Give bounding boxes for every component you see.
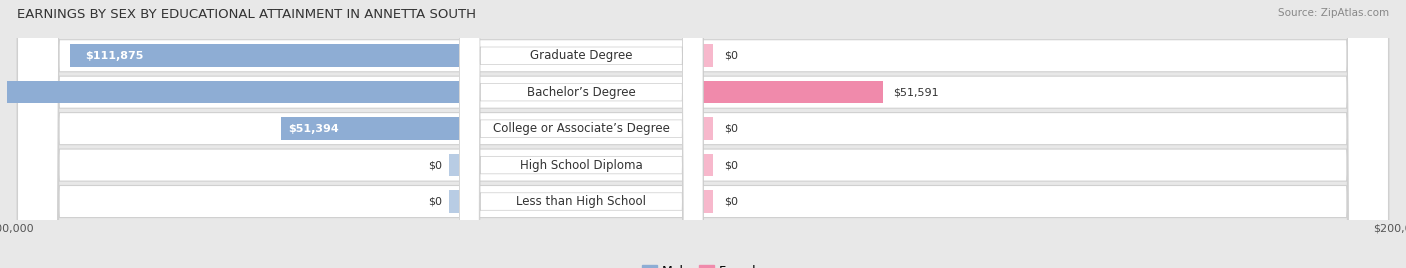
Bar xyxy=(70,44,460,67)
FancyBboxPatch shape xyxy=(17,0,1389,268)
Bar xyxy=(703,44,713,67)
FancyBboxPatch shape xyxy=(460,0,703,268)
Text: $0: $0 xyxy=(427,160,441,170)
Legend: Male, Female: Male, Female xyxy=(637,260,769,268)
Bar xyxy=(0,81,460,103)
Text: EARNINGS BY SEX BY EDUCATIONAL ATTAINMENT IN ANNETTA SOUTH: EARNINGS BY SEX BY EDUCATIONAL ATTAINMEN… xyxy=(17,8,475,21)
Text: $51,394: $51,394 xyxy=(288,124,339,134)
FancyBboxPatch shape xyxy=(460,0,703,268)
Bar xyxy=(703,190,713,213)
Text: $0: $0 xyxy=(724,51,738,61)
Text: $0: $0 xyxy=(724,160,738,170)
Bar xyxy=(703,117,713,140)
FancyBboxPatch shape xyxy=(460,0,703,268)
Text: Less than High School: Less than High School xyxy=(516,195,647,208)
FancyBboxPatch shape xyxy=(460,0,703,268)
FancyBboxPatch shape xyxy=(17,0,1389,268)
FancyBboxPatch shape xyxy=(17,0,1389,268)
Text: Graduate Degree: Graduate Degree xyxy=(530,49,633,62)
Bar xyxy=(703,154,713,176)
FancyBboxPatch shape xyxy=(17,0,1389,268)
Bar xyxy=(281,117,460,140)
Text: $0: $0 xyxy=(427,196,441,207)
FancyBboxPatch shape xyxy=(460,0,703,268)
Text: College or Associate’s Degree: College or Associate’s Degree xyxy=(492,122,669,135)
Text: Source: ZipAtlas.com: Source: ZipAtlas.com xyxy=(1278,8,1389,18)
Text: High School Diploma: High School Diploma xyxy=(520,159,643,172)
Bar xyxy=(449,190,460,213)
Text: $0: $0 xyxy=(724,196,738,207)
FancyBboxPatch shape xyxy=(17,0,1389,268)
Bar xyxy=(449,154,460,176)
Text: $111,875: $111,875 xyxy=(86,51,143,61)
Text: $51,591: $51,591 xyxy=(893,87,939,97)
Text: $0: $0 xyxy=(724,124,738,134)
Bar xyxy=(703,81,883,103)
Text: Bachelor’s Degree: Bachelor’s Degree xyxy=(527,86,636,99)
